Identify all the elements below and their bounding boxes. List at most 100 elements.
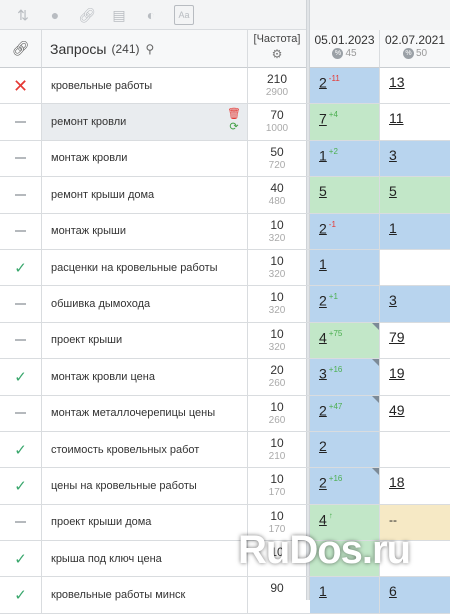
status-cell[interactable]: ✓ — [0, 359, 42, 395]
table-row[interactable]: монтаж кровли 50 720 1 +2 3 — [0, 140, 450, 178]
table-row[interactable]: проект крыши дома 10 170 4 ↑ -- — [0, 504, 450, 542]
position-link[interactable]: 13 — [389, 74, 405, 90]
position-link[interactable]: 3 — [389, 292, 397, 309]
dash-icon[interactable] — [15, 521, 26, 524]
position-cell-date1[interactable] — [310, 541, 380, 577]
link-column-header[interactable]: 🔗︎ — [0, 30, 42, 68]
position-cell-date2[interactable]: 19 — [380, 359, 450, 395]
position-cell-date2[interactable]: 13 — [380, 68, 450, 104]
position-cell-date2[interactable]: -- — [380, 504, 450, 541]
position-link[interactable]: 5 — [319, 183, 327, 200]
status-cell[interactable] — [0, 504, 42, 541]
table-row[interactable]: ремонт крыши дома 40 480 5 5 — [0, 177, 450, 214]
frequency-column-header[interactable]: [Частота] ⚙ — [248, 30, 306, 68]
position-cell-date2[interactable] — [380, 541, 450, 577]
position-link[interactable]: 2 — [319, 292, 327, 309]
query-cell[interactable]: ремонт крыши дома — [42, 177, 248, 213]
position-cell-date2[interactable]: 3 — [380, 286, 450, 322]
table-row[interactable]: обшивка дымохода 10 320 2 +1 3 — [0, 286, 450, 323]
table-row[interactable]: ✓ кровельные работы минск 90 1 6 — [0, 577, 450, 614]
position-link[interactable]: 1 — [319, 147, 327, 164]
status-cell[interactable] — [0, 104, 42, 140]
refresh-icon[interactable]: ⟳ — [229, 121, 239, 134]
status-cell[interactable] — [0, 140, 42, 177]
half-circle-icon[interactable]: ◐ — [146, 6, 156, 23]
position-cell-date1[interactable]: 2 -1 — [310, 213, 380, 249]
search-icon[interactable]: ⚲ — [145, 41, 155, 56]
position-cell-date1[interactable]: 4 ↑ — [310, 504, 380, 541]
position-cell-date1[interactable]: 4 +75 — [310, 322, 380, 359]
status-cell[interactable] — [0, 286, 42, 322]
position-link[interactable]: 3 — [389, 146, 397, 163]
query-cell[interactable]: крыша под ключ цена — [42, 541, 248, 577]
dash-icon[interactable] — [15, 230, 26, 233]
position-cell-date1[interactable]: 2 +16 — [310, 468, 380, 504]
query-cell[interactable]: монтаж крыши — [42, 213, 248, 249]
position-link[interactable]: 1 — [319, 255, 327, 272]
query-cell[interactable]: монтаж кровли цена — [42, 359, 248, 395]
position-cell-date2[interactable]: 49 — [380, 395, 450, 431]
check-icon[interactable]: ✓ — [14, 587, 27, 605]
status-cell[interactable] — [0, 177, 42, 213]
status-cell[interactable] — [0, 322, 42, 359]
sort-icon[interactable]: ⇅ — [17, 6, 29, 23]
position-cell-date2[interactable]: 3 — [380, 140, 450, 177]
position-cell-date1[interactable]: 2 +1 — [310, 286, 380, 322]
query-cell[interactable]: кровельные работы — [42, 68, 248, 104]
table-row[interactable]: монтаж металлочерепицы цены 10 260 2 +47 … — [0, 395, 450, 432]
query-cell[interactable]: расценки на кровельные работы — [42, 249, 248, 286]
status-cell[interactable]: ✓ — [0, 577, 42, 613]
query-cell[interactable]: проект крыши — [42, 322, 248, 359]
position-link[interactable]: 3 — [319, 365, 327, 382]
table-row[interactable]: ✓ крыша под ключ цена 10 — [0, 541, 450, 578]
position-link[interactable]: 4 — [319, 329, 327, 346]
toggle-icon[interactable]: ● — [50, 6, 60, 23]
position-cell-date2[interactable]: 5 — [380, 177, 450, 213]
dash-icon[interactable] — [15, 303, 26, 306]
position-link[interactable]: 2 — [319, 474, 327, 491]
query-cell[interactable]: проект крыши дома — [42, 504, 248, 541]
query-cell[interactable]: ремонт кровли 🗑︎ ⟳ — [42, 104, 248, 140]
table-row[interactable]: монтаж крыши 10 320 2 -1 1 — [0, 213, 450, 250]
position-cell-date2[interactable]: 6 — [380, 577, 450, 613]
position-cell-date2[interactable] — [380, 431, 450, 468]
font-icon[interactable]: Aa — [174, 4, 194, 25]
table-row[interactable]: ✓ расценки на кровельные работы 10 320 1 — [0, 249, 450, 287]
query-cell[interactable]: обшивка дымохода — [42, 286, 248, 322]
status-cell[interactable] — [0, 213, 42, 249]
position-cell-date1[interactable]: 3 +16 — [310, 359, 380, 395]
status-cell[interactable]: ✕ — [0, 68, 42, 104]
position-link[interactable]: 5 — [389, 183, 397, 200]
position-cell-date2[interactable] — [380, 249, 450, 286]
position-link[interactable]: 49 — [389, 401, 405, 418]
check-icon[interactable]: ✓ — [14, 550, 27, 568]
position-cell-date1[interactable]: 2 -11 — [310, 68, 380, 104]
position-link[interactable]: 19 — [389, 365, 405, 382]
position-cell-date1[interactable]: 2 — [310, 431, 380, 468]
status-cell[interactable] — [0, 395, 42, 431]
table-row[interactable]: ремонт кровли 🗑︎ ⟳ 70 1000 7 +4 11 — [0, 104, 450, 141]
document-icon[interactable]: ▤ — [112, 6, 126, 23]
query-cell[interactable]: стоимость кровельных работ — [42, 431, 248, 468]
status-cell[interactable]: ✓ — [0, 468, 42, 504]
queries-column-header[interactable]: Запросы (241) ⚲ — [42, 30, 248, 68]
position-cell-date1[interactable]: 7 +4 — [310, 104, 380, 140]
position-cell-date1[interactable]: 1 +2 — [310, 140, 380, 177]
gear-icon[interactable]: ⚙ — [271, 47, 283, 61]
position-link[interactable]: 4 — [319, 511, 327, 528]
dash-icon[interactable] — [15, 412, 26, 415]
query-cell[interactable]: монтаж металлочерепицы цены — [42, 395, 248, 431]
position-link[interactable]: 2 — [319, 401, 327, 418]
position-link[interactable]: 11 — [389, 110, 404, 127]
table-row[interactable]: ✓ стоимость кровельных работ 10 210 2 — [0, 431, 450, 469]
link-icon[interactable]: 🔗︎ — [78, 6, 96, 23]
position-link[interactable]: 1 — [389, 219, 397, 236]
position-cell-date1[interactable]: 2 +47 — [310, 395, 380, 431]
position-cell-date2[interactable]: 1 — [380, 213, 450, 249]
dash-icon[interactable] — [15, 157, 26, 160]
query-cell[interactable]: цены на кровельные работы — [42, 468, 248, 504]
position-link[interactable]: 18 — [389, 474, 405, 491]
query-cell[interactable]: кровельные работы минск — [42, 577, 248, 613]
position-cell-date1[interactable]: 5 — [310, 177, 380, 213]
position-cell-date1[interactable]: 1 — [310, 577, 380, 613]
